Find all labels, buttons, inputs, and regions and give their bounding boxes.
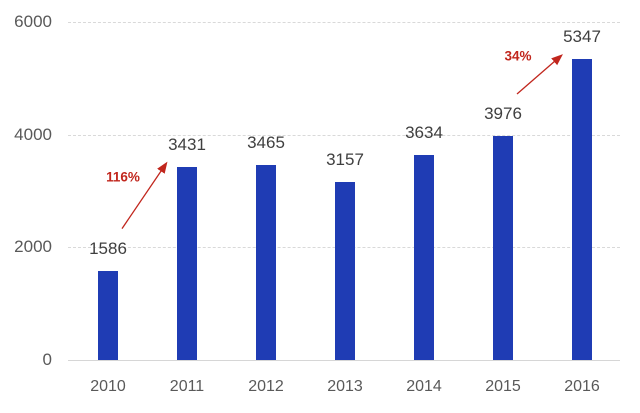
bar-value-label: 1586 — [89, 238, 127, 258]
bar-value-label: 3157 — [326, 150, 364, 170]
y-axis-tick-label: 0 — [42, 350, 52, 369]
x-axis-tick-label: 2014 — [406, 378, 442, 395]
bar-2014 — [414, 155, 434, 360]
x-axis-tick-label: 2013 — [327, 378, 363, 395]
bar-value-label: 3465 — [247, 132, 285, 152]
x-axis-baseline — [68, 360, 620, 361]
y-axis-tick-label: 4000 — [14, 124, 52, 144]
bar-value-label: 3976 — [484, 104, 522, 124]
x-axis-tick-label: 2011 — [169, 378, 205, 395]
x-axis-tick-label: 2012 — [248, 378, 284, 395]
bar-2011 — [177, 166, 197, 360]
bar-value-label: 3634 — [405, 123, 443, 143]
bar-2013 — [335, 182, 355, 360]
y-axis-tick-label: 2000 — [14, 237, 52, 257]
bar-2015 — [493, 136, 513, 360]
x-axis-tick-label: 2016 — [564, 378, 600, 395]
bar-2012 — [256, 164, 276, 360]
gridline — [68, 134, 620, 136]
growth-percent-label: 116% — [106, 169, 140, 185]
bar-value-label: 3431 — [168, 134, 206, 154]
bar-2010 — [98, 270, 118, 360]
growth-percent-label: 34% — [504, 48, 532, 64]
bar-2016 — [572, 58, 592, 360]
y-axis-tick-label: 6000 — [14, 12, 52, 31]
x-axis-tick-label: 2010 — [90, 378, 126, 395]
gridline — [68, 22, 620, 23]
bar-value-label: 5347 — [563, 26, 601, 46]
x-axis-tick-label: 2015 — [485, 378, 521, 395]
